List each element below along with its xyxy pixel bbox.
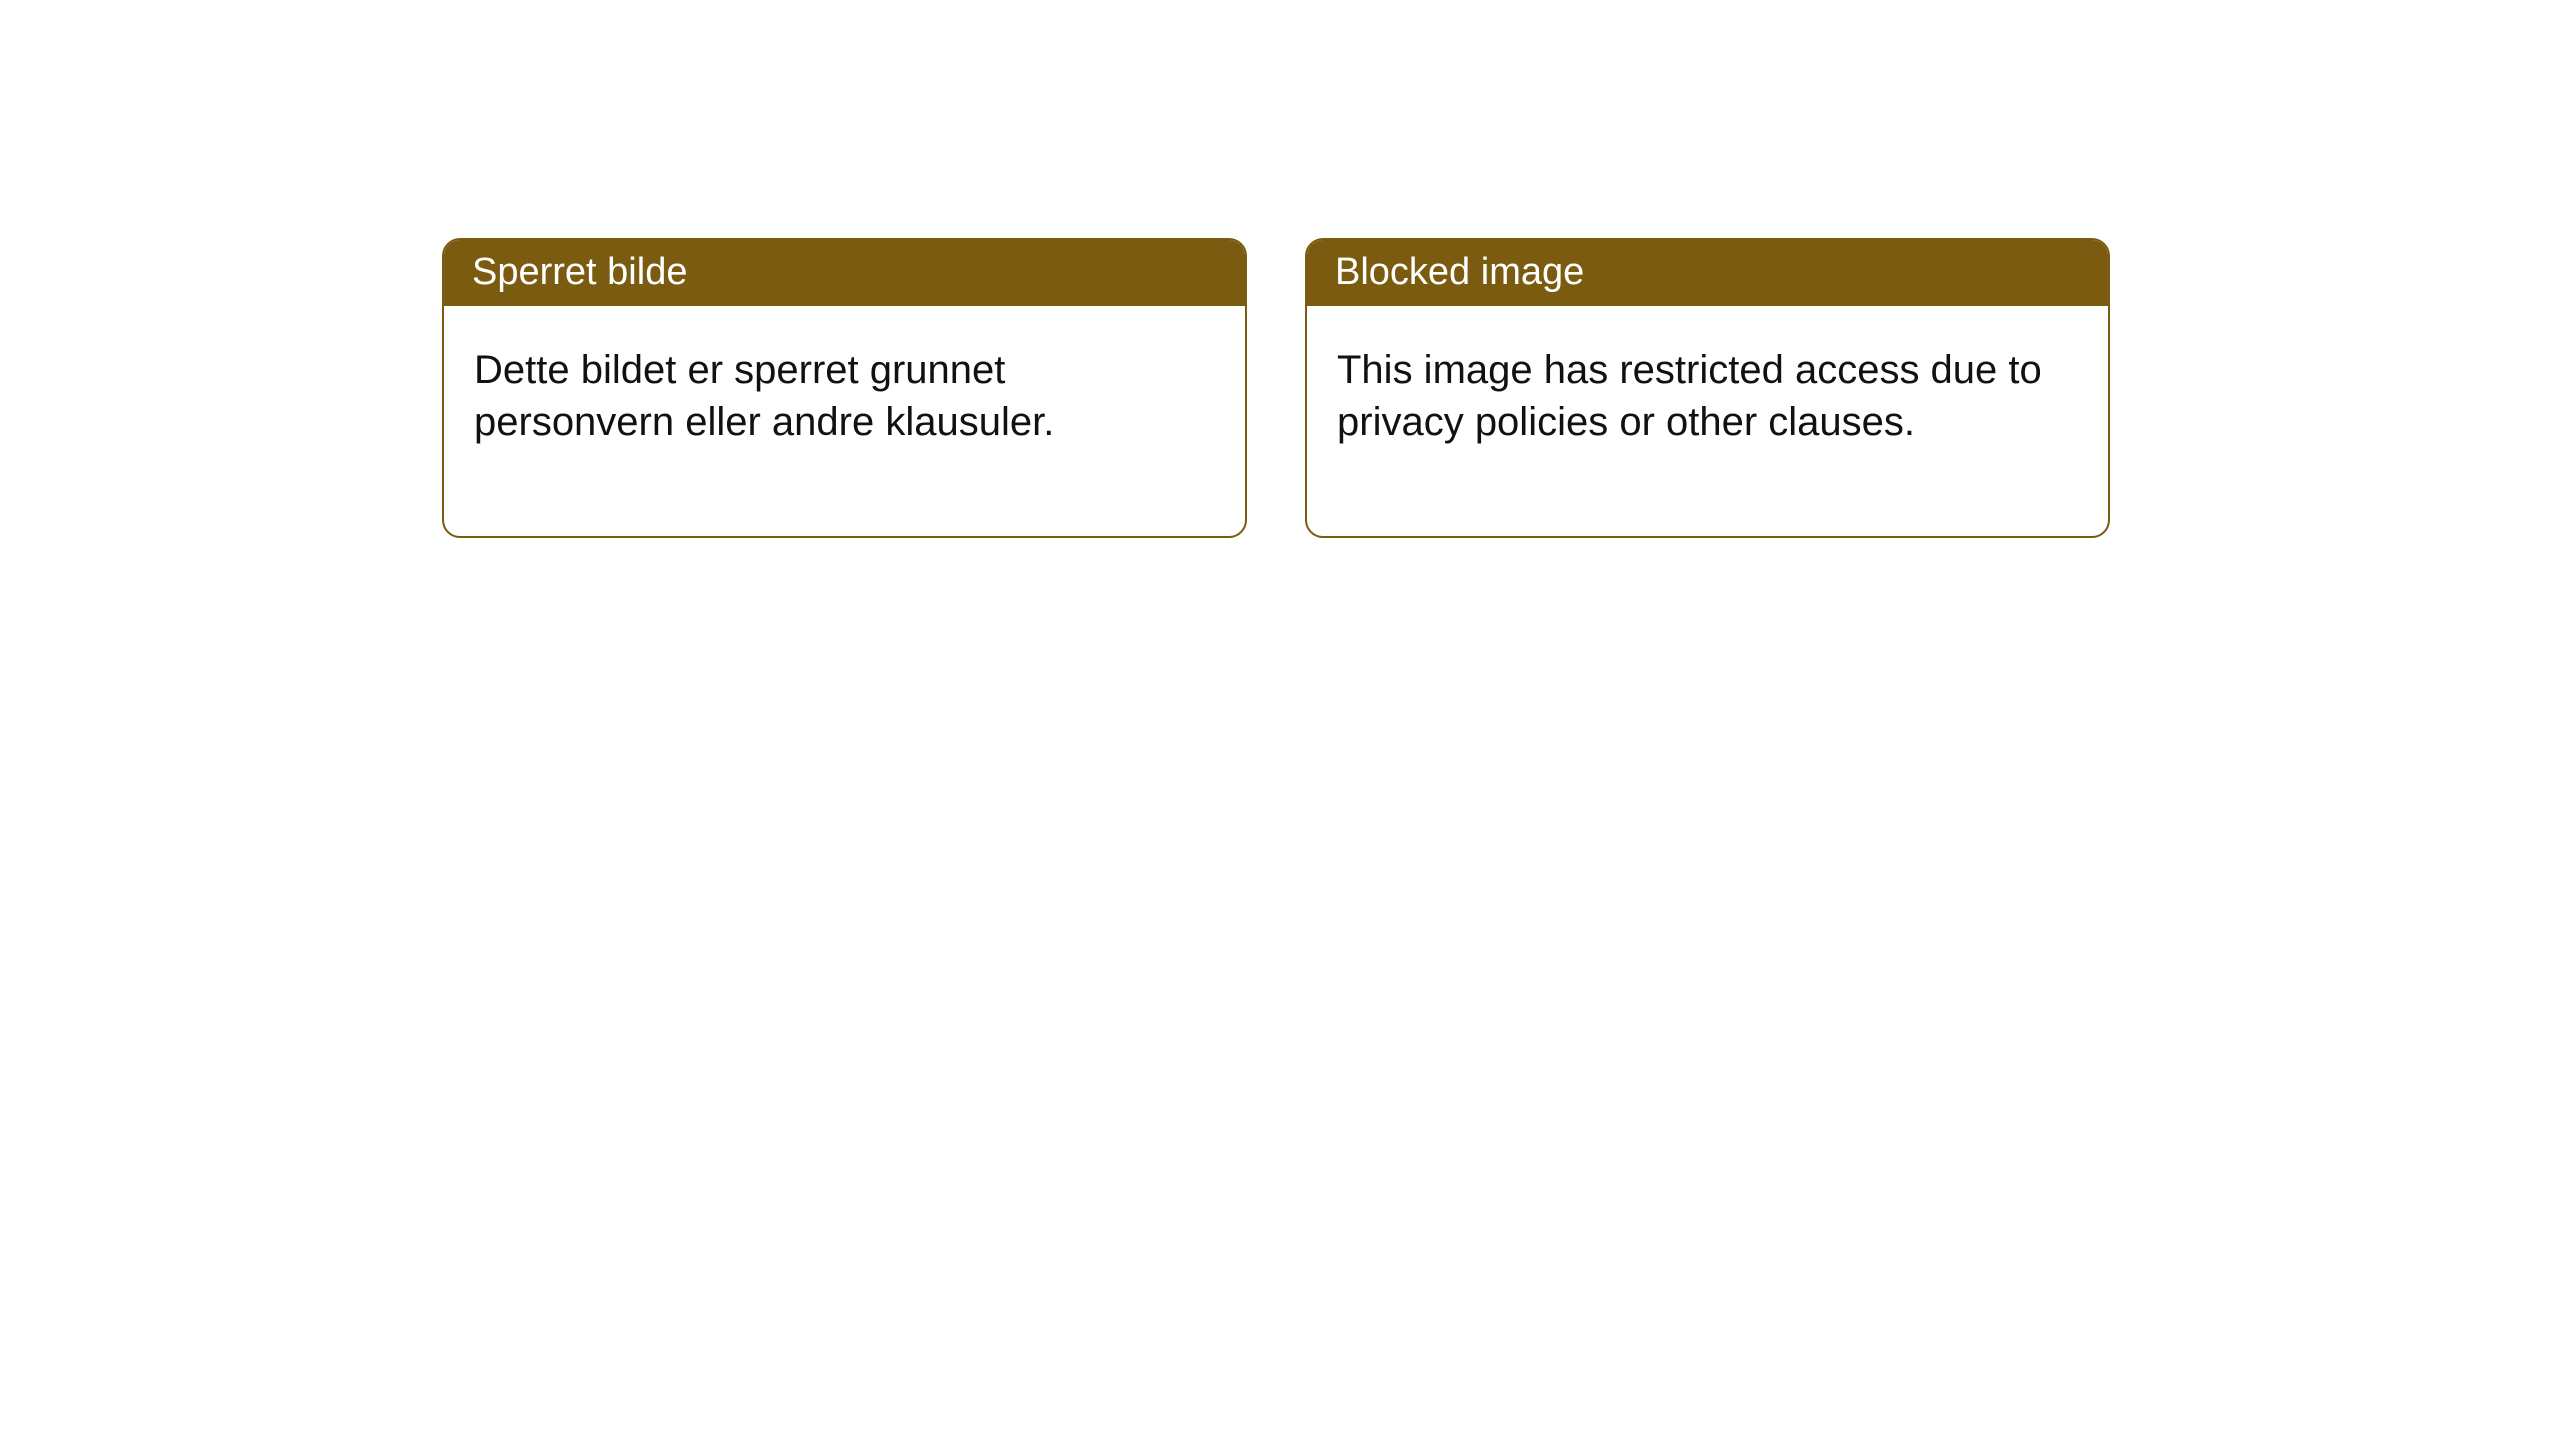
notice-card-body: This image has restricted access due to … — [1307, 306, 2108, 536]
notice-card-norwegian: Sperret bilde Dette bildet er sperret gr… — [442, 238, 1247, 538]
notice-card-english: Blocked image This image has restricted … — [1305, 238, 2110, 538]
notice-card-header: Sperret bilde — [444, 240, 1245, 306]
notice-card-body: Dette bildet er sperret grunnet personve… — [444, 306, 1245, 536]
notice-container: Sperret bilde Dette bildet er sperret gr… — [442, 238, 2110, 538]
notice-card-header: Blocked image — [1307, 240, 2108, 306]
